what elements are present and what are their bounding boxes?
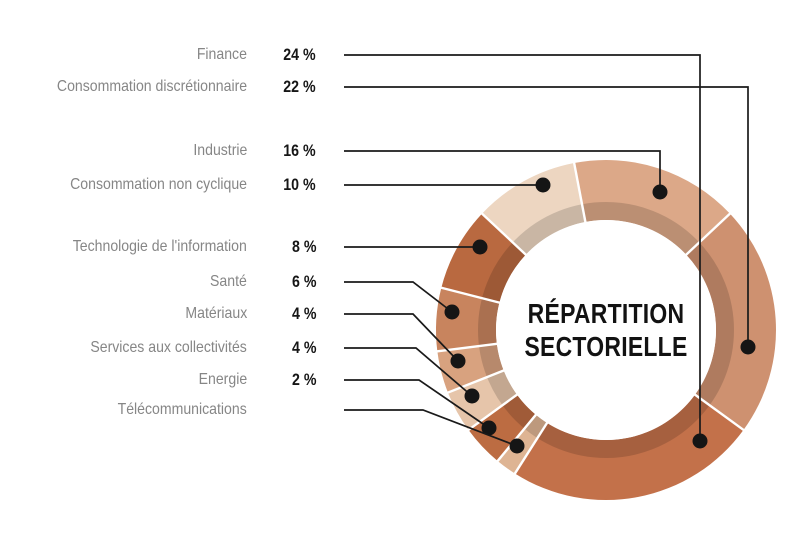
sector-label: Technologie de l'information: [72, 238, 247, 255]
segment-divider: [438, 285, 503, 305]
donut-hole: [496, 220, 716, 440]
leader-line-materiaux: [344, 313, 459, 362]
legend-row-industrie: Industrie 16 %: [0, 140, 330, 162]
leader-dot-consommation-discretionnaire: [740, 339, 756, 355]
sector-label: Télécommunications: [117, 401, 247, 418]
leader-dot-technologie-de-l-information: [472, 239, 488, 255]
center-title-line1: RÉPARTITION: [527, 298, 685, 329]
segment-divider: [683, 210, 733, 258]
sector-value: 8 %: [291, 238, 316, 256]
segment-divider: [494, 411, 539, 465]
sector-value: 2 %: [291, 371, 316, 389]
leader-dot-materiaux: [450, 353, 466, 369]
legend-row-finance: Finance 24 %: [0, 44, 330, 66]
leader-dot-finance: [692, 433, 708, 449]
legend-row-energie: Energie 2 %: [0, 369, 330, 391]
center-title-line2: SECTORIELLE: [524, 331, 688, 362]
leader-dot-industrie: [652, 184, 668, 200]
leader-line-finance: [344, 54, 701, 441]
donut-inner-shadow: [478, 202, 734, 458]
sector-value: 22 %: [283, 78, 316, 96]
legend-row-consommation-discretionnaire: Consommation discrétionnaire 22 %: [0, 76, 330, 98]
legend-row-materiaux: Matériaux 4 %: [0, 303, 330, 325]
leader-dot-energie: [481, 420, 497, 436]
donut-segment-industrie: [574, 160, 730, 255]
donut-segment-finance: [514, 394, 744, 501]
leader-dot-services-aux-collectivites: [464, 388, 480, 404]
donut-center-title: RÉPARTITION SECTORIELLE: [508, 297, 705, 363]
legend-row-telecommunications: Télécommunications: [0, 399, 330, 421]
segment-divider: [572, 159, 588, 226]
leader-line-consommation-discretionnaire: [344, 86, 749, 347]
sector-label: Energie: [198, 371, 247, 388]
leader-dot-consommation-non-cyclique: [535, 177, 551, 193]
sector-value: 4 %: [291, 305, 316, 323]
segment-divider: [465, 391, 521, 433]
leader-line-energie: [344, 379, 490, 429]
segment-divider: [691, 391, 747, 433]
donut-segment-consommation-discretionnaire: [686, 213, 776, 430]
segment-divider: [512, 419, 550, 477]
legend-row-services-aux-collectivites: Services aux collectivités 4 %: [0, 337, 330, 359]
segment-divider: [434, 342, 500, 353]
donut-segment-consommation-non-cyclique: [482, 163, 586, 255]
legend-row-sante: Santé 6 %: [0, 271, 330, 293]
donut-segment-services-aux-collectivites: [447, 370, 518, 430]
leader-line-industrie: [344, 150, 661, 192]
leader-line-sante: [344, 281, 453, 313]
sector-value: 4 %: [291, 339, 316, 357]
segment-divider: [479, 210, 529, 258]
legend-row-consommation-non-cyclique: Consommation non cyclique 10 %: [0, 174, 330, 196]
leader-line-services-aux-collectivites: [344, 347, 473, 397]
sector-value: 24 %: [283, 46, 316, 64]
leader-line-telecommunications: [344, 409, 518, 447]
sector-label: Services aux collectivités: [90, 339, 247, 356]
sector-label: Consommation non cyclique: [70, 176, 247, 193]
segment-divider: [444, 368, 507, 395]
sector-value: 16 %: [283, 142, 316, 160]
legend-row-technologie-de-l-information: Technologie de l'information 8 %: [0, 236, 330, 258]
sector-value: 6 %: [291, 273, 316, 291]
donut-segment-energie: [468, 394, 536, 461]
sector-label: Industrie: [192, 142, 247, 159]
sector-value: 10 %: [283, 176, 316, 194]
leader-dot-sante: [444, 304, 460, 320]
leader-dot-telecommunications: [509, 438, 525, 454]
sector-label: Consommation discrétionnaire: [56, 78, 247, 95]
sector-label: Finance: [196, 46, 247, 63]
sector-label: Santé: [210, 273, 247, 290]
sector-label: Matériaux: [185, 305, 247, 322]
donut-segment-sante: [436, 287, 500, 352]
